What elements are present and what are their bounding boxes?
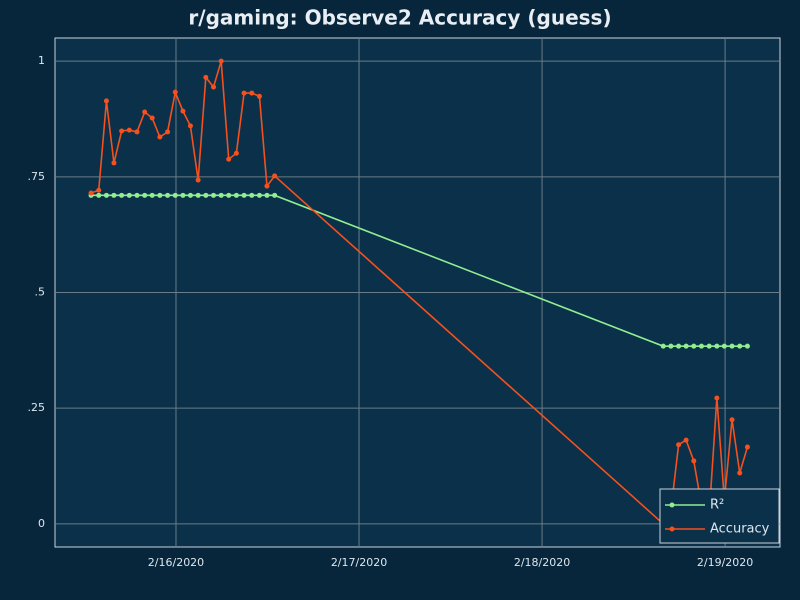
data-point [149, 192, 155, 198]
legend-box [659, 488, 780, 544]
y-tick-label: .25 [28, 401, 46, 414]
data-point [744, 343, 750, 349]
y-tick-label: .5 [35, 286, 46, 299]
data-point [211, 84, 217, 90]
data-point [256, 93, 262, 99]
data-point [226, 192, 232, 198]
data-point [134, 129, 140, 135]
data-point [96, 192, 102, 198]
data-point [721, 343, 727, 349]
data-point [249, 90, 255, 96]
data-point [706, 343, 712, 349]
data-point [165, 192, 171, 198]
data-point [249, 192, 255, 198]
data-point [241, 90, 247, 96]
data-point [165, 129, 171, 135]
data-point [218, 58, 224, 64]
data-point [119, 192, 125, 198]
data-point [744, 444, 750, 450]
data-point [88, 190, 94, 196]
data-point [737, 470, 743, 476]
x-tick-label: 2/19/2020 [697, 556, 753, 569]
data-point [241, 192, 247, 198]
data-point [660, 343, 666, 349]
data-point [211, 192, 217, 198]
data-point [180, 108, 186, 114]
data-point [264, 192, 270, 198]
data-point [737, 343, 743, 349]
data-point [195, 192, 201, 198]
data-point [103, 98, 109, 104]
data-point [134, 192, 140, 198]
x-tick-label: 2/18/2020 [514, 556, 570, 569]
data-point [172, 192, 178, 198]
data-point [683, 343, 689, 349]
data-point [96, 187, 102, 193]
legend-marker [669, 502, 675, 508]
data-point [729, 417, 735, 423]
data-point [256, 192, 262, 198]
data-point [691, 343, 697, 349]
data-point [691, 458, 697, 464]
data-point [218, 192, 224, 198]
data-point [142, 109, 148, 115]
data-point [729, 343, 735, 349]
data-point [264, 183, 270, 189]
chart-title: r/gaming: Observe2 Accuracy (guess) [188, 6, 611, 30]
data-point [187, 192, 193, 198]
data-point [149, 115, 155, 121]
data-point [226, 156, 232, 162]
data-point [668, 343, 674, 349]
data-point [272, 192, 278, 198]
data-point [142, 192, 148, 198]
data-point [187, 123, 193, 129]
data-point [157, 192, 163, 198]
data-point [233, 192, 239, 198]
data-point [676, 343, 682, 349]
data-point [103, 192, 109, 198]
x-tick-label: 2/17/2020 [331, 556, 387, 569]
data-point [203, 192, 209, 198]
data-point [233, 150, 239, 156]
data-point [180, 192, 186, 198]
y-tick-label: 1 [38, 54, 45, 67]
data-point [111, 160, 117, 166]
data-point [126, 127, 132, 133]
data-point [714, 343, 720, 349]
data-point [195, 177, 201, 183]
legend-label: Accuracy [710, 522, 770, 537]
data-point [172, 89, 178, 95]
y-tick-label: .75 [28, 170, 46, 183]
data-point [203, 74, 209, 80]
data-point [157, 134, 163, 140]
data-point [676, 442, 682, 448]
y-tick-label: 0 [38, 517, 45, 530]
legend-label: R² [710, 498, 724, 513]
legend-marker [669, 526, 675, 532]
x-tick-label: 2/16/2020 [148, 556, 204, 569]
data-point [714, 395, 720, 401]
data-point [683, 437, 689, 443]
data-point [698, 343, 704, 349]
data-point [126, 192, 132, 198]
data-point [119, 128, 125, 134]
data-point [272, 173, 278, 179]
data-point [111, 192, 117, 198]
